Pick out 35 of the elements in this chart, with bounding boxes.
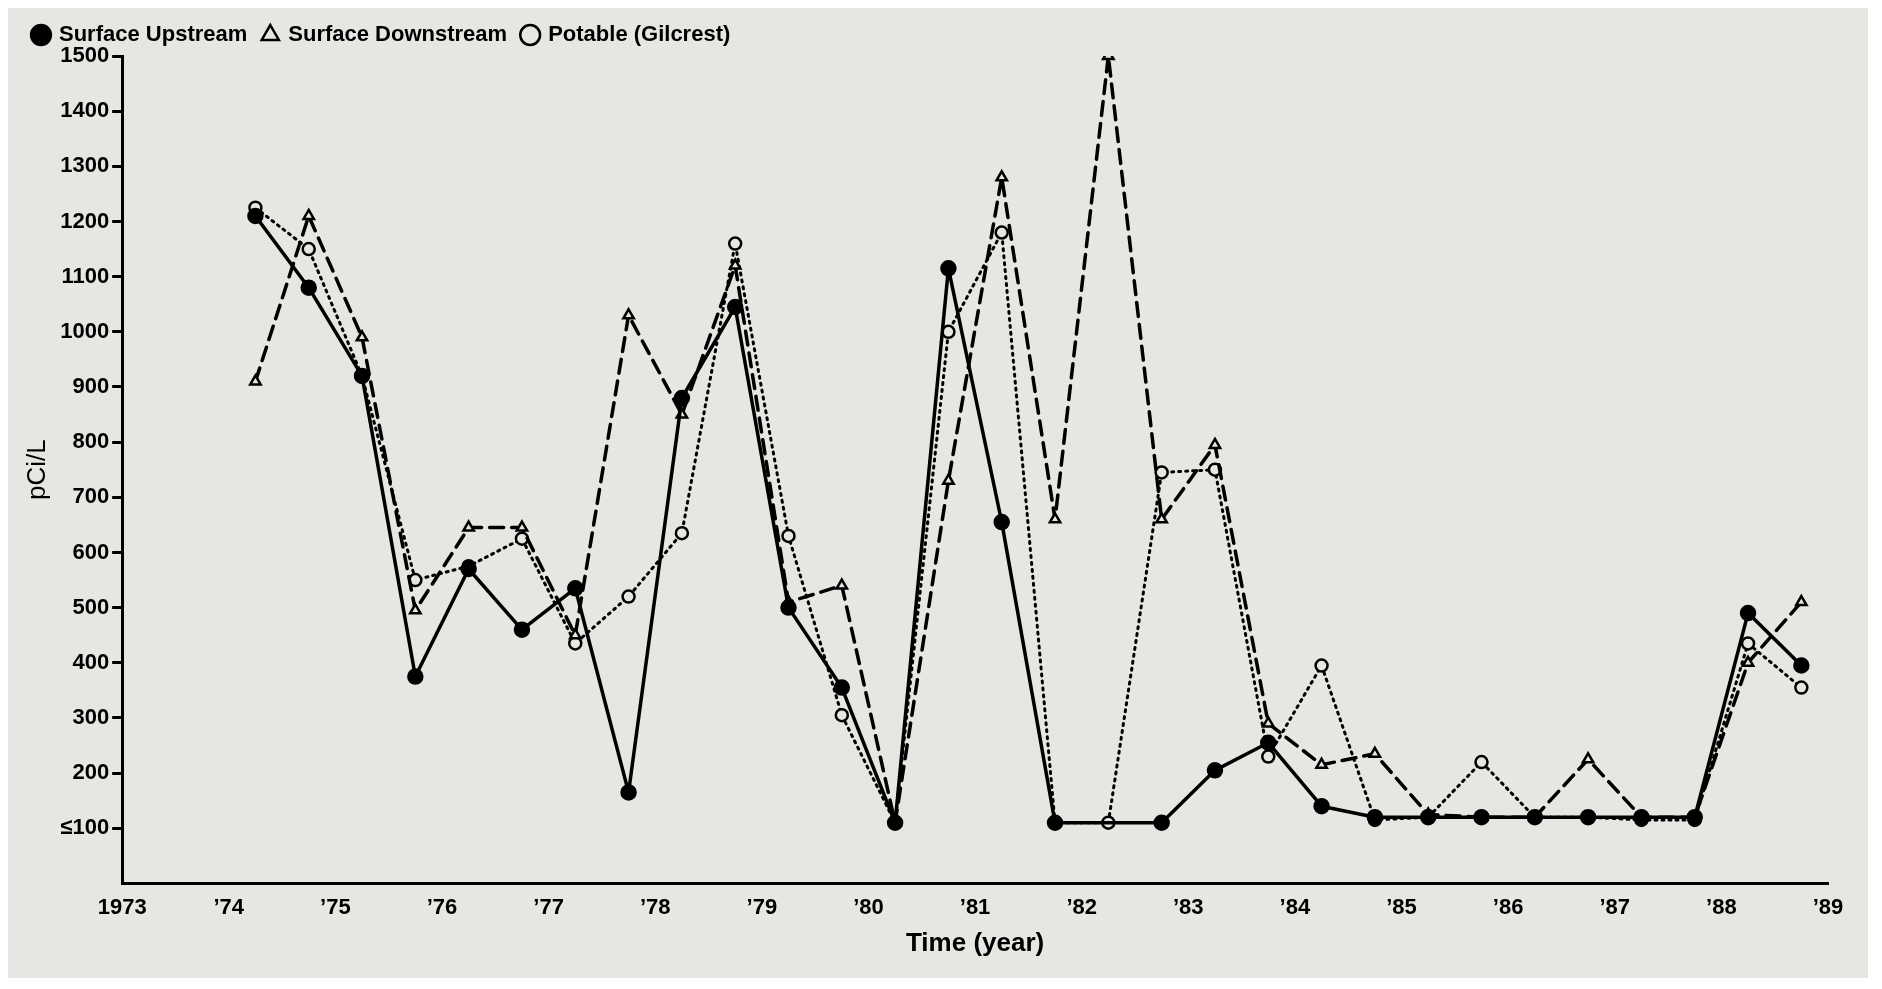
y-tick-label: 1100 xyxy=(61,262,110,288)
x-tick-label: ’89 xyxy=(1812,893,1844,919)
x-tick-label: ’78 xyxy=(639,893,671,919)
y-tick-label: 1200 xyxy=(60,207,110,233)
x-tick-label: ’88 xyxy=(1706,893,1737,919)
x-tick-label: ’75 xyxy=(320,893,351,919)
x-tick-label: ’85 xyxy=(1386,893,1417,919)
y-tick-label: 600 xyxy=(72,538,110,564)
x-tick-label: ’76 xyxy=(426,893,458,919)
x-tick-label: 1973 xyxy=(97,893,147,919)
x-tick-label: ’83 xyxy=(1173,893,1204,919)
x-tick-label: ’87 xyxy=(1599,893,1631,919)
x-tick-label: ’84 xyxy=(1279,893,1311,919)
x-tick-label: ’80 xyxy=(853,893,884,919)
x-tick-label: ’74 xyxy=(213,893,245,919)
legend-label: Surface Downstream xyxy=(288,21,508,47)
y-tick-label: 800 xyxy=(72,428,110,454)
y-axis-title: pCi/L xyxy=(20,439,51,501)
x-tick-label: ’79 xyxy=(746,893,778,919)
y-tick-label: 200 xyxy=(72,759,110,785)
y-tick-label: 400 xyxy=(72,648,110,674)
y-tick-label: 300 xyxy=(72,703,110,729)
y-tick-label: 700 xyxy=(72,483,110,509)
x-tick-label: ’81 xyxy=(959,893,991,919)
y-tick-label: ≤100 xyxy=(60,814,110,840)
x-tick-label: ’82 xyxy=(1066,893,1097,919)
y-tick-label: 900 xyxy=(72,373,110,399)
y-tick-label: 1000 xyxy=(60,317,110,343)
legend-label: Potable (Gilcrest) xyxy=(548,21,731,47)
y-tick-label: 500 xyxy=(72,593,110,619)
x-tick-label: ’77 xyxy=(533,893,564,919)
y-tick-label: 1300 xyxy=(60,152,110,178)
y-tick-label: 1400 xyxy=(60,97,110,123)
x-axis-title: Time (year) xyxy=(905,926,1045,957)
x-tick-label: ’86 xyxy=(1492,893,1524,919)
